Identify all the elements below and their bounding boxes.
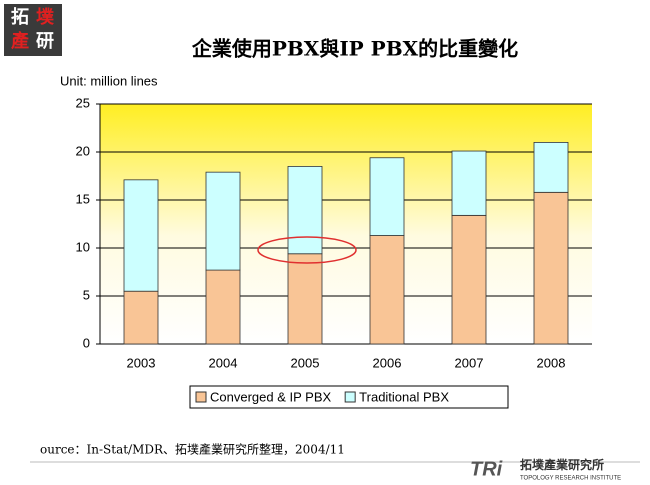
logo-box — [4, 4, 62, 56]
y-tick-label: 20 — [76, 143, 90, 158]
chart: 0 5 10 15 20 25 2003 2004 2005 2006 2007 2008 — [76, 95, 592, 370]
source: ource：In-Stat/MDR、拓墣產業研究所整理，2004/11 — [40, 442, 345, 457]
y-tick-label: 10 — [76, 239, 90, 254]
highlight-ellipse — [257, 236, 357, 264]
y-tick-label: 25 — [76, 95, 90, 110]
y-tick-label: 15 — [76, 191, 90, 206]
logo-text: 產 — [11, 30, 29, 51]
x-tick-label: 2004 — [209, 355, 238, 370]
legend-swatch — [344, 391, 356, 403]
chart-title: 企業使用PBX與IP PBX的比重變化 — [191, 37, 518, 61]
x-tick-label: 2003 — [127, 355, 156, 370]
y-tick-label: 5 — [83, 287, 90, 302]
bar-segment — [369, 235, 405, 345]
bar-segment — [123, 290, 159, 345]
bar-segment — [451, 150, 487, 216]
bar-segment — [205, 269, 241, 345]
y-tick-label: 0 — [83, 335, 90, 350]
bar-segment — [205, 171, 241, 271]
x-tick-label: 2006 — [373, 355, 402, 370]
bar-segment — [287, 253, 323, 345]
legend-swatch — [195, 391, 207, 403]
logo-text: 拓 — [11, 6, 29, 27]
x-tick-label: 2008 — [537, 355, 566, 370]
unit-label: Unit: million lines — [60, 73, 158, 88]
bar-segment — [123, 179, 159, 292]
footer-name: 拓墣產業研究所 — [520, 457, 604, 472]
legend-label: Traditional PBX — [359, 389, 449, 404]
bar-segment — [451, 214, 487, 345]
logo-text: 研 — [36, 31, 54, 51]
footer-sub: TOPOLOGY RESEARCH INSTITUTE — [520, 476, 621, 482]
x-tick-label: 2005 — [291, 355, 320, 370]
plot-area — [100, 104, 592, 344]
x-tick-label: 2007 — [455, 355, 484, 370]
legend: Converged & IP PBX Traditional PBX — [189, 385, 509, 409]
legend-label: Converged & IP PBX — [210, 389, 331, 404]
bar-segment — [533, 191, 569, 345]
logo-text: 墣 — [36, 7, 54, 27]
bar-segment — [369, 157, 405, 236]
bar-segment — [287, 165, 323, 255]
footer-mark: TRi — [470, 458, 503, 480]
bar-segment — [533, 141, 569, 193]
